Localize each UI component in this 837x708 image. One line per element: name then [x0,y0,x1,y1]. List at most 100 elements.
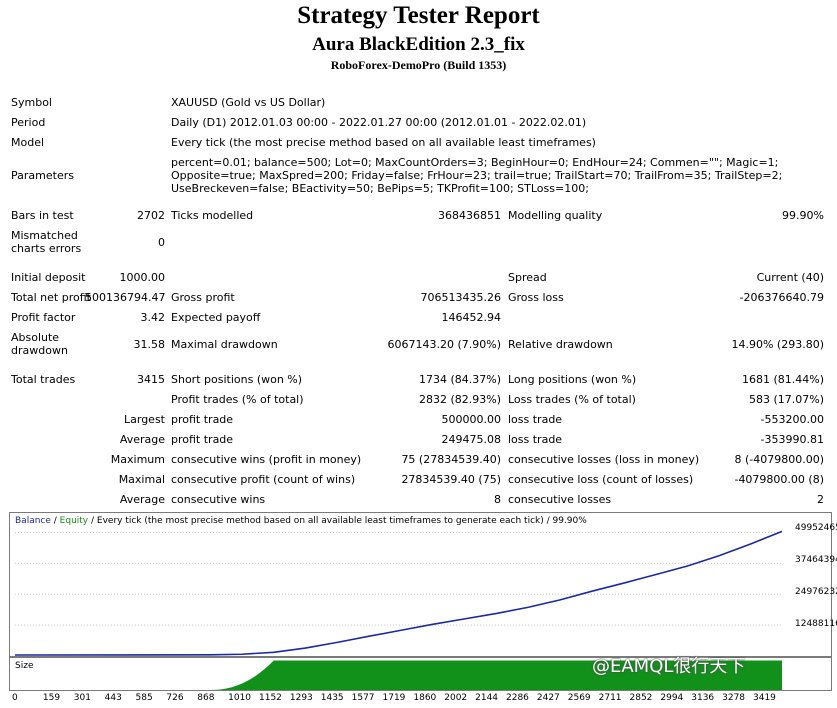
gross-loss-value: -206376640.79 [739,291,824,304]
mismatch-value: 0 [158,236,165,249]
gross-loss-label: Gross loss [508,291,564,304]
largest-label: Largest [124,413,165,426]
average-loss-label: loss trade [508,433,563,446]
x-tick-label: 2852 [629,693,653,703]
legend-equity: Equity [59,516,89,526]
avg-cons-losses-value: 2 [817,493,824,506]
x-tick-label: 726 [166,693,184,703]
average-label: Average [119,433,165,446]
series-line-balance [14,530,783,656]
x-tick-label: 1719 [382,693,406,703]
x-tick-label: 1293 [289,693,313,703]
ticks-label: Ticks modelled [171,209,254,222]
profit-factor-value: 3.42 [140,311,166,324]
largest-loss-label: loss trade [508,413,563,426]
long-positions-label: Long positions (won %) [508,373,637,386]
report-title: Strategy Tester Report [297,2,540,29]
ticks-value: 368436851 [438,209,501,222]
symbol-label: Symbol [11,96,52,109]
x-tick-label: 2427 [536,693,560,703]
max-cons-losses-value: 8 (-4079800.00) [734,453,824,466]
x-tick-label: 3136 [691,693,715,703]
parameters-label: Parameters [11,169,74,182]
largest-profit-value: 500000.00 [441,413,502,426]
x-tick-label: 868 [197,693,215,703]
total-trades-label: Total trades [11,373,76,386]
average2-label: Average [119,493,165,506]
quality-label: Modelling quality [508,209,603,222]
profit-factor-label: Profit factor [11,311,76,324]
average-loss-value: -353990.81 [760,433,824,446]
x-tick-label: 301 [73,693,91,703]
loss-trades-label: Loss trades (% of total) [508,393,636,406]
maximum-label: Maximum [110,453,165,466]
profit-trades-value: 2832 (82.93%) [418,393,501,406]
average-profit-label: profit trade [171,433,234,446]
avg-cons-wins-value: 8 [494,493,501,506]
x-tick-label: 3419 [753,693,776,703]
x-tick-label: 1435 [320,693,344,703]
absolute-dd-label-2: drawdown [11,344,68,357]
expected-payoff-value: 146452.94 [441,311,502,324]
maximal-cons-loss-label: consecutive loss (count of losses) [508,473,694,486]
period-value: Daily (D1) 2012.01.03 00:00 - 2022.01.27… [171,116,587,129]
relative-dd-label: Relative drawdown [508,338,613,351]
size-area [209,660,783,690]
max-cons-wins-value: 75 (27834539.40) [401,453,501,466]
avg-cons-losses-label: consecutive losses [508,493,612,506]
profit-trades-label: Profit trades (% of total) [171,393,304,406]
gross-profit-label: Gross profit [171,291,235,304]
maximal-dd-value: 6067143.20 (7.90%) [387,338,501,351]
size-chart: Size [9,657,832,691]
total-trades-value: 3415 [137,373,165,386]
y-tick-label: 49952465 [795,523,837,533]
gross-profit-value: 706513435.26 [420,291,501,304]
y-tick-label: 12488116 [795,619,837,629]
max-cons-wins-label: consecutive wins (profit in money) [171,453,362,466]
net-profit-label: Total net profit [11,291,91,304]
maximal-label: Maximal [118,473,165,486]
deposit-value: 1000.00 [119,271,166,284]
x-tick-label: 2711 [598,693,622,703]
x-tick-label: 3278 [722,693,746,703]
largest-loss-value: -553200.00 [760,413,824,426]
model-value: Every tick (the most precise method base… [171,136,596,149]
x-tick-label: 585 [135,693,153,703]
period-label: Period [11,116,46,129]
x-tick-label: 0 [12,693,18,703]
long-positions-value: 1681 (81.44%) [741,373,824,386]
x-tick-label: 2002 [444,693,468,703]
quality-value: 99.90% [782,209,824,222]
x-tick-label: 2994 [660,693,684,703]
chart-legend: Balance / Equity / Every tick (the most … [15,516,587,526]
legend-balance: Balance [15,516,51,526]
spread-label: Spread [508,271,547,284]
maximal-cons-profit-value: 27834539.40 (75) [401,473,501,486]
avg-cons-wins-label: consecutive wins [171,493,266,506]
maximal-cons-profit-label: consecutive profit (count of wins) [171,473,356,486]
chart-plot [14,530,783,656]
model-label: Model [11,136,45,149]
watermark: @EAMQL很行天下 [592,656,746,677]
maximal-dd-label: Maximal drawdown [171,338,278,351]
legend-description: / Every tick (the most precise method ba… [88,516,587,526]
loss-trades-value: 583 (17.07%) [748,393,824,406]
x-tick-label: 2286 [506,693,529,703]
legend-sep: / [50,516,60,526]
expert-advisor-name: Aura BlackEdition 2.3_fix [312,34,525,55]
short-positions-value: 1734 (84.37%) [418,373,501,386]
relative-dd-value: 14.90% (293.80) [731,338,824,351]
net-profit-value: 500136794.47 [85,291,166,304]
size-label: Size [15,661,34,671]
size-plot [209,660,783,690]
x-axis: 0 159 301 443 585 726 868 1010 1152 1293 1435 1577 1… [0,693,837,707]
x-tick-label: 2569 [567,693,591,703]
mismatch-label-1: Mismatched [11,229,78,242]
expected-payoff-label: Expected payoff [171,311,261,324]
x-tick-label: 159 [42,693,61,703]
x-tick-label: 2144 [475,693,499,703]
y-tick-label: 24976232 [795,587,837,597]
parameters-value: percent=0.01; balance=500; Lot=0; MaxCou… [171,156,783,195]
y-tick-label: 37464394 [795,555,837,565]
x-tick-label: 443 [104,693,122,703]
